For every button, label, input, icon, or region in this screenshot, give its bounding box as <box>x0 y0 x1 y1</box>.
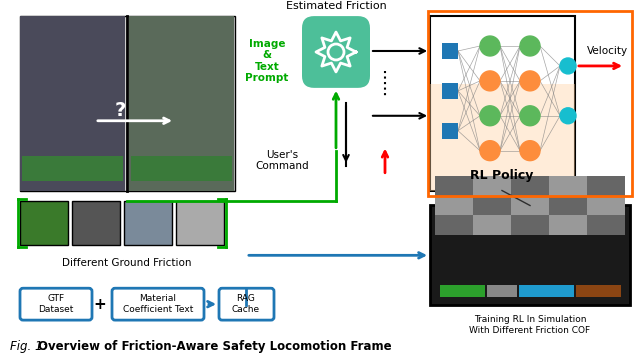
Bar <box>549 195 587 215</box>
Text: GTF
Dataset: GTF Dataset <box>38 294 74 314</box>
FancyBboxPatch shape <box>72 200 120 245</box>
Text: RL Policy: RL Policy <box>470 169 534 182</box>
Bar <box>20 16 125 190</box>
Circle shape <box>480 36 500 56</box>
Text: RAG
Cache: RAG Cache <box>232 294 260 314</box>
FancyBboxPatch shape <box>219 288 274 320</box>
Bar <box>440 285 485 297</box>
Bar <box>22 156 123 180</box>
FancyBboxPatch shape <box>124 200 172 245</box>
Bar <box>473 176 511 195</box>
Text: Overview of Friction-Aware Safety Locomotion Frame: Overview of Friction-Aware Safety Locomo… <box>38 340 392 352</box>
Circle shape <box>520 141 540 161</box>
Circle shape <box>520 106 540 126</box>
Bar <box>549 176 587 195</box>
Bar <box>435 195 473 215</box>
Bar <box>435 215 473 235</box>
Bar <box>473 195 511 215</box>
Text: Training RL In Simulation
With Different Friction COF: Training RL In Simulation With Different… <box>469 315 591 335</box>
Bar <box>442 123 458 139</box>
Text: ?: ? <box>115 101 125 120</box>
Bar <box>428 11 632 195</box>
Circle shape <box>560 108 576 124</box>
Text: +: + <box>93 297 106 312</box>
Bar <box>587 195 625 215</box>
Bar <box>131 156 232 180</box>
Bar <box>519 285 574 297</box>
FancyBboxPatch shape <box>20 200 68 245</box>
Bar <box>576 285 621 297</box>
Bar <box>442 83 458 99</box>
Text: Material
Coefficient Text: Material Coefficient Text <box>123 294 193 314</box>
FancyBboxPatch shape <box>176 200 224 245</box>
Bar <box>587 215 625 235</box>
Text: Image
&
Text
Prompt: Image & Text Prompt <box>245 38 289 83</box>
FancyBboxPatch shape <box>20 288 92 320</box>
Text: User's
Command: User's Command <box>255 150 309 172</box>
Bar <box>129 16 234 190</box>
FancyBboxPatch shape <box>430 205 630 305</box>
Bar <box>442 43 458 59</box>
Bar <box>487 285 517 297</box>
Bar <box>549 215 587 235</box>
Bar <box>511 195 549 215</box>
Bar <box>430 84 575 190</box>
FancyBboxPatch shape <box>20 16 235 190</box>
Bar <box>511 176 549 195</box>
FancyBboxPatch shape <box>430 16 575 190</box>
Text: Velocity: Velocity <box>586 46 628 56</box>
Circle shape <box>520 36 540 56</box>
FancyBboxPatch shape <box>302 16 370 88</box>
Circle shape <box>480 141 500 161</box>
Circle shape <box>560 58 576 74</box>
Text: Fig. 1:: Fig. 1: <box>10 340 51 352</box>
Text: Different Ground Friction: Different Ground Friction <box>62 258 192 268</box>
Bar <box>587 176 625 195</box>
Text: Estimated Friction: Estimated Friction <box>285 1 387 11</box>
Bar <box>435 176 473 195</box>
Bar <box>511 215 549 235</box>
Bar <box>473 215 511 235</box>
Circle shape <box>480 71 500 91</box>
Circle shape <box>480 106 500 126</box>
Circle shape <box>520 71 540 91</box>
FancyBboxPatch shape <box>112 288 204 320</box>
